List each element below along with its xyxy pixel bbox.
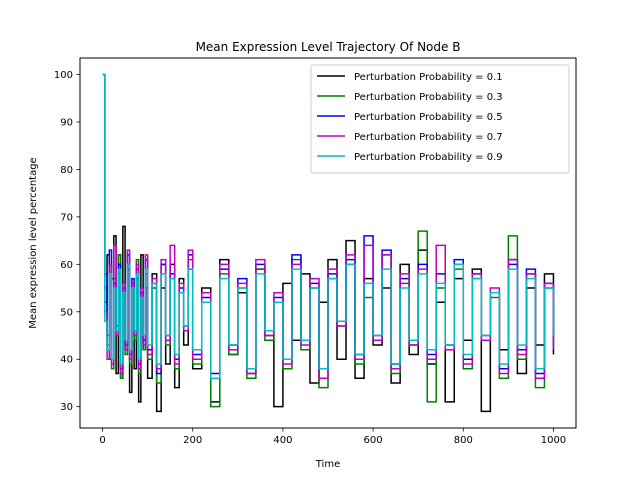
x-tick-label: 0 [99, 435, 105, 446]
y-tick-label: 60 [60, 260, 73, 271]
y-axis: 30 40 50 60 70 80 90 100 [54, 70, 80, 413]
plot-area [102, 73, 555, 413]
legend-entry: Perturbation Probability = 0.7 [354, 132, 503, 143]
legend: Perturbation Probability = 0.1 Perturbati… [310, 64, 570, 174]
y-tick-label: 40 [60, 355, 73, 366]
x-axis-label: Time [315, 459, 340, 470]
chart-title: Mean Expression Level Trajectory Of Node… [196, 40, 461, 54]
y-tick-label: 70 [60, 212, 73, 223]
y-tick-label: 30 [60, 402, 73, 413]
series-line-5 [102, 73, 555, 379]
x-tick-label: 600 [364, 435, 383, 446]
legend-box [310, 64, 570, 174]
y-tick-label: 50 [60, 307, 73, 318]
x-tick-label: 400 [273, 435, 292, 446]
y-tick-label: 100 [54, 70, 73, 81]
x-axis: 0 200 400 600 800 1000 [99, 428, 566, 446]
x-tick-label: 800 [454, 435, 473, 446]
legend-entry: Perturbation Probability = 0.3 [354, 92, 503, 103]
legend-entry: Perturbation Probability = 0.9 [354, 152, 503, 163]
x-tick-label: 200 [183, 435, 202, 446]
y-axis-label: Mean expression level percentage [28, 157, 39, 328]
legend-entry: Perturbation Probability = 0.5 [354, 112, 503, 123]
legend-entry: Perturbation Probability = 0.1 [354, 72, 503, 83]
x-tick-label: 1000 [541, 435, 566, 446]
y-tick-label: 90 [60, 118, 73, 129]
plot-frame [79, 57, 577, 429]
y-tick-label: 80 [60, 165, 73, 176]
